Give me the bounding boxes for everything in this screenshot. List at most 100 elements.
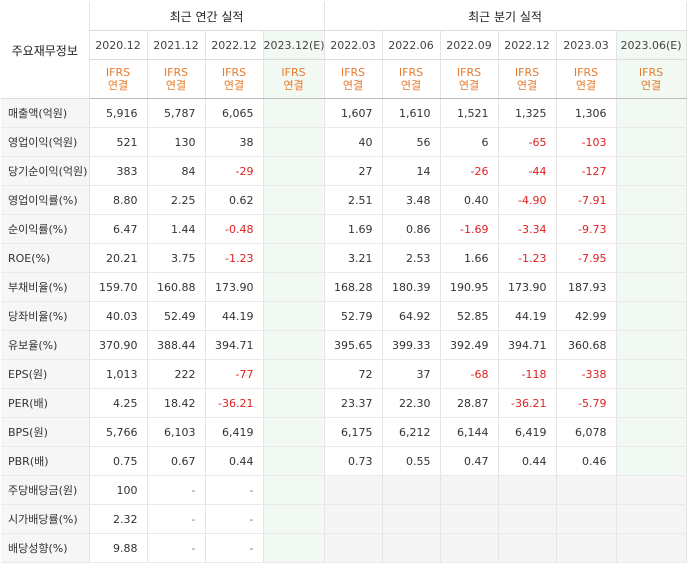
value-cell xyxy=(556,504,617,534)
ifrs-label: IFRS xyxy=(281,66,306,79)
value-cell xyxy=(498,533,557,563)
value-cell: 0.67 xyxy=(147,446,206,476)
value-cell: 1.69 xyxy=(323,214,383,244)
value-cell xyxy=(263,301,325,331)
ifrs-label: IFRS xyxy=(340,66,366,79)
row-label: 부채비율(%) xyxy=(1,272,90,302)
value-cell xyxy=(382,504,441,534)
value-cell xyxy=(498,504,557,534)
period-header: 2023.12(E) xyxy=(263,30,325,60)
value-cell: 0.73 xyxy=(323,446,383,476)
value-cell: -103 xyxy=(556,127,617,157)
period-header: 2023.03 xyxy=(556,30,617,60)
value-cell: -36.21 xyxy=(498,388,557,418)
value-cell: 2.32 xyxy=(89,504,148,534)
value-cell: - xyxy=(147,533,206,563)
value-cell: 6,103 xyxy=(147,417,206,447)
row-label: PER(배) xyxy=(1,388,90,418)
row-label: PBR(배) xyxy=(1,446,90,476)
value-cell: 6.47 xyxy=(89,214,148,244)
value-cell: -127 xyxy=(556,156,617,186)
value-cell: 180.39 xyxy=(382,272,441,302)
value-cell xyxy=(616,156,687,186)
value-cell xyxy=(263,185,325,215)
value-cell: 394.71 xyxy=(498,330,557,360)
value-cell: 1,610 xyxy=(382,98,441,128)
consolidated-label: 연결 xyxy=(107,79,129,92)
value-cell: 9.88 xyxy=(89,533,148,563)
value-cell: 173.90 xyxy=(205,272,264,302)
row-label: 매출액(억원) xyxy=(1,98,90,128)
value-cell: 1.44 xyxy=(147,214,206,244)
value-cell xyxy=(323,504,383,534)
value-cell: -9.73 xyxy=(556,214,617,244)
value-cell: 383 xyxy=(89,156,148,186)
ifrs-label: IFRS xyxy=(573,66,599,79)
value-cell xyxy=(556,533,617,563)
value-cell: 84 xyxy=(147,156,206,186)
value-cell: 0.55 xyxy=(382,446,441,476)
ifrs-basis-header: IFRS 연결 xyxy=(616,59,687,99)
value-cell xyxy=(616,475,687,505)
value-cell: -5.79 xyxy=(556,388,617,418)
value-cell xyxy=(616,243,687,273)
row-label: 시가배당률(%) xyxy=(1,504,90,534)
value-cell: 6,175 xyxy=(323,417,383,447)
value-cell: 40 xyxy=(323,127,383,157)
ifrs-basis-header: IFRS 연결 xyxy=(205,59,264,99)
value-cell xyxy=(263,533,325,563)
row-label: 배당성향(%) xyxy=(1,533,90,563)
value-cell xyxy=(616,533,687,563)
value-cell: 3.48 xyxy=(382,185,441,215)
value-cell: 0.44 xyxy=(498,446,557,476)
ifrs-label: IFRS xyxy=(398,66,424,79)
period-header: 2022.03 xyxy=(323,30,383,60)
ifrs-label: IFRS xyxy=(514,66,540,79)
value-cell: 3.75 xyxy=(147,243,206,273)
ifrs-basis-header: IFRS 연결 xyxy=(440,59,499,99)
row-label: 당기순이익(억원) xyxy=(1,156,90,186)
row-label: 당좌비율(%) xyxy=(1,301,90,331)
period-header: 2022.12 xyxy=(205,30,264,60)
ifrs-basis-header: IFRS 연결 xyxy=(147,59,206,99)
value-cell: 190.95 xyxy=(440,272,499,302)
value-cell: -68 xyxy=(440,359,499,389)
table-row: PBR(배) 0.75 0.67 0.44 0.73 0.55 0.47 0.44 0.46 xyxy=(1,446,687,476)
value-cell: - xyxy=(147,504,206,534)
value-cell: 6,065 xyxy=(205,98,264,128)
consolidated-label: 연결 xyxy=(165,79,187,92)
value-cell xyxy=(616,359,687,389)
ifrs-basis-header: IFRS 연결 xyxy=(89,59,148,99)
value-cell: 187.93 xyxy=(556,272,617,302)
value-cell xyxy=(440,533,499,563)
consolidated-label: 연결 xyxy=(223,79,245,92)
period-header: 2022.12 xyxy=(498,30,557,60)
table-row: ROE(%) 20.21 3.75 -1.23 3.21 2.53 1.66 -1.23 -7.… xyxy=(1,243,687,273)
value-cell: 52.49 xyxy=(147,301,206,331)
value-cell: 2.25 xyxy=(147,185,206,215)
value-cell: 5,916 xyxy=(89,98,148,128)
table-row: 당좌비율(%) 40.03 52.49 44.19 52.79 64.92 52.85 44.… xyxy=(1,301,687,331)
consolidated-label: 연결 xyxy=(640,79,662,92)
value-cell: 1,013 xyxy=(89,359,148,389)
row-label: ROE(%) xyxy=(1,243,90,273)
value-cell xyxy=(440,504,499,534)
table-row: 배당성향(%) 9.88- - xyxy=(1,533,687,563)
value-cell: -1.23 xyxy=(498,243,557,273)
value-cell: -36.21 xyxy=(205,388,264,418)
value-cell: 0.86 xyxy=(382,214,441,244)
value-cell: 168.28 xyxy=(323,272,383,302)
value-cell xyxy=(556,475,617,505)
value-cell: 38 xyxy=(205,127,264,157)
table-row: BPS(원) 5,766 6,103 6,419 6,175 6,212 6,144 6,41… xyxy=(1,417,687,447)
table-row: 시가배당률(%) 2.32- - xyxy=(1,504,687,534)
value-cell: 6,078 xyxy=(556,417,617,447)
value-cell: 388.44 xyxy=(147,330,206,360)
value-cell: 8.80 xyxy=(89,185,148,215)
ifrs-label: IFRS xyxy=(221,66,247,79)
row-label: 주당배당금(원) xyxy=(1,475,90,505)
row-label: EPS(원) xyxy=(1,359,90,389)
value-cell: 100 xyxy=(89,475,148,505)
table-row: 유보율(%) 370.90 388.44 394.71 395.65 399.33 392.… xyxy=(1,330,687,360)
